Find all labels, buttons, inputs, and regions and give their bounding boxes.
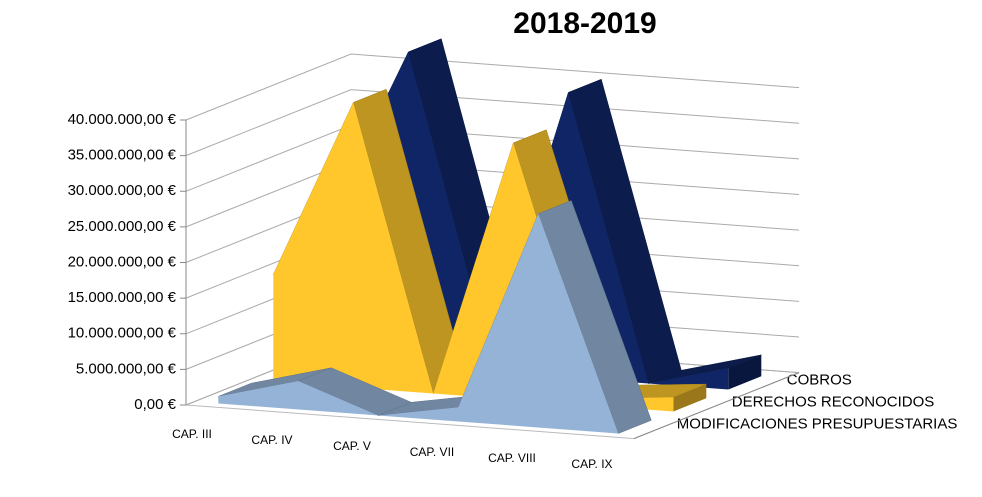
y-tick-label: 35.000.000,00 € (68, 147, 177, 164)
depth-axis (633, 372, 800, 440)
y-tick-label: 20.000.000,00 € (68, 253, 177, 270)
y-tick-label: 10.000.000,00 € (68, 325, 177, 342)
grid-line (185, 89, 800, 157)
series-label: COBROS (787, 372, 852, 389)
y-tick-label: 40.000.000,00 € (68, 111, 177, 128)
x-tick-label: CAP. IX (571, 457, 612, 471)
x-tick-label: CAP. VII (410, 445, 454, 459)
y-tick-label: 15.000.000,00 € (68, 289, 177, 306)
x-tick-label: CAP. IV (251, 433, 292, 447)
ribbon-front (273, 102, 674, 412)
ribbon-front (218, 213, 619, 434)
ribbon-side (673, 384, 707, 412)
x-tick-label: CAP. VIII (488, 451, 536, 465)
y-tick-label: 0,00 € (134, 396, 176, 413)
x-tick-label: CAP. III (172, 427, 212, 441)
series-label: DERECHOS RECONOCIDOS (732, 394, 935, 411)
y-tick-label: 5.000.000,00 € (76, 360, 177, 377)
y-tick-label: 25.000.000,00 € (68, 218, 177, 235)
ribbon-side (728, 354, 762, 390)
grid-line (185, 124, 800, 192)
chart-title: 2018-2019 (513, 7, 656, 40)
x-tick-label: CAP. V (333, 439, 371, 453)
series-label: MODIFICACIONES PRESUPUESTARIAS (677, 416, 958, 433)
grid-line (185, 53, 800, 121)
y-tick-label: 30.000.000,00 € (68, 182, 177, 199)
